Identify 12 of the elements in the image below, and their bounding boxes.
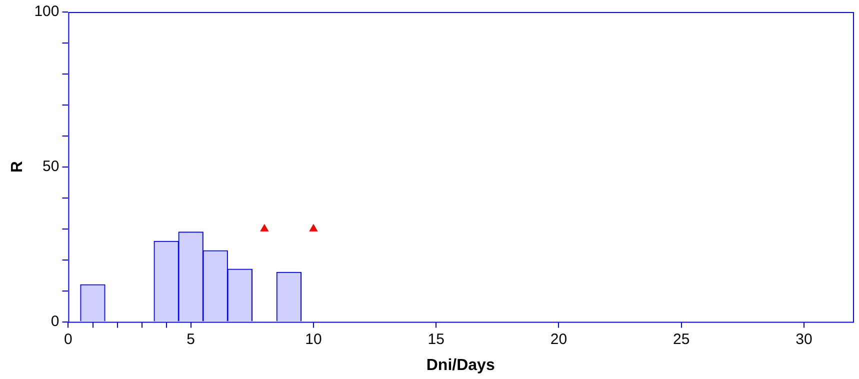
y-tick-label: 100 <box>34 3 60 20</box>
x-tick-label: 0 <box>64 330 72 348</box>
x-tick-label: 20 <box>550 330 568 348</box>
x-tick-label: 10 <box>305 330 322 348</box>
y-tick-label: 0 <box>50 312 60 330</box>
x-tick-label: 15 <box>428 330 444 348</box>
x-axis-title: Dni/Days <box>426 356 495 374</box>
x-tick-label: 30 <box>796 330 812 348</box>
x-tick-label: 5 <box>186 330 196 348</box>
y-axis-title: R <box>9 160 26 173</box>
x-tick-label: 25 <box>672 330 690 348</box>
y-tick-label: 50 <box>42 158 60 176</box>
